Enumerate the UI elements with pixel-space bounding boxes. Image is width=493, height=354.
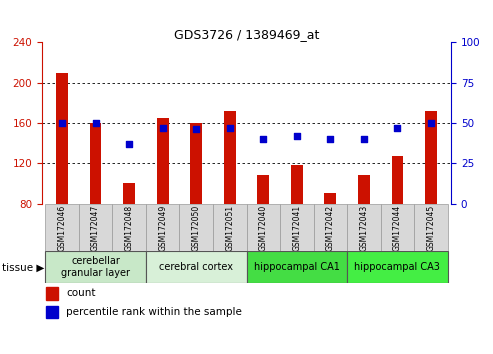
Bar [347,204,381,251]
Text: GSM172040: GSM172040 [259,204,268,251]
Text: GSM172041: GSM172041 [292,204,301,251]
Bar [190,123,202,204]
Bar [425,111,437,204]
Title: GDS3726 / 1389469_at: GDS3726 / 1389469_at [174,28,319,41]
Point [125,141,133,147]
Bar [246,204,280,251]
Bar [112,204,146,251]
Bar [79,204,112,251]
Bar [224,111,236,204]
Text: GSM172045: GSM172045 [426,204,435,251]
Bar [257,175,269,204]
Bar [90,123,102,204]
Point [226,125,234,131]
Text: hippocampal CA3: hippocampal CA3 [354,262,440,272]
Text: cerebral cortex: cerebral cortex [159,262,233,272]
Text: percentile rank within the sample: percentile rank within the sample [67,307,243,317]
Text: GSM172042: GSM172042 [326,204,335,251]
Point [192,127,200,132]
Point [58,120,66,126]
Text: hippocampal CA1: hippocampal CA1 [254,262,340,272]
Bar [46,306,58,318]
Bar [146,204,179,251]
Bar [146,251,246,283]
Bar [291,165,303,204]
Text: count: count [67,288,96,298]
Bar [391,156,403,204]
Bar [314,204,347,251]
Text: tissue ▶: tissue ▶ [2,262,45,272]
Text: GSM172044: GSM172044 [393,204,402,251]
Text: GSM172047: GSM172047 [91,204,100,251]
Bar [381,204,414,251]
Point [393,125,401,131]
Point [326,136,334,142]
Text: GSM172043: GSM172043 [359,204,368,251]
Bar [157,118,169,204]
Point [92,120,100,126]
Text: GSM172048: GSM172048 [125,204,134,251]
Bar [123,183,135,204]
Point [360,136,368,142]
Bar [56,73,68,204]
Bar [280,204,314,251]
Bar [324,194,336,204]
Text: cerebellar
granular layer: cerebellar granular layer [61,256,130,278]
Bar [213,204,246,251]
Text: GSM172049: GSM172049 [158,204,167,251]
Text: GSM172046: GSM172046 [58,204,67,251]
Bar [45,204,79,251]
Point [259,136,267,142]
Bar [358,175,370,204]
Point [159,125,167,131]
Bar [246,251,347,283]
Point [293,133,301,139]
Bar [347,251,448,283]
Text: GSM172050: GSM172050 [192,204,201,251]
Bar [45,251,146,283]
Point [427,120,435,126]
Bar [46,287,58,299]
Bar [414,204,448,251]
Text: GSM172051: GSM172051 [225,204,234,251]
Bar [179,204,213,251]
